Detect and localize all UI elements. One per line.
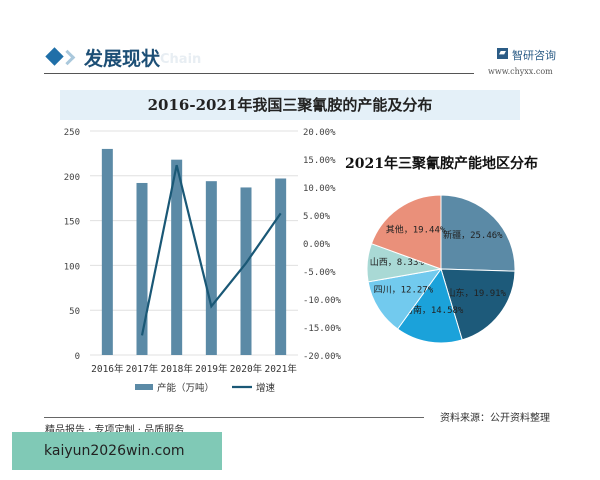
footer-divider (44, 417, 424, 418)
bar (171, 159, 183, 355)
legend-line-label: 增速 (256, 382, 276, 394)
left-tick-label: 100 (64, 262, 80, 272)
logo-url: www.chyxx.com (488, 67, 553, 76)
pie-slice (396, 267, 463, 344)
x-tick-label: 2021年 (264, 363, 297, 375)
chart-banner-title: 2016-2021年我国三聚氰胺的产能及分布 (60, 90, 520, 120)
right-tick-label: 10.00% (303, 184, 336, 194)
x-tick-label: 2020年 (230, 363, 263, 375)
right-tick-label: -20.00% (303, 352, 342, 362)
left-tick-label: 200 (64, 173, 80, 183)
right-tick-label: 5.00% (303, 212, 331, 222)
bar (136, 182, 148, 355)
source-note: 资料来源：公开资料整理 (440, 413, 550, 424)
left-tick-label: 0 (75, 352, 80, 362)
right-tick-label: 0.00% (303, 240, 331, 250)
pie-label: 四川，12.27% (374, 286, 434, 296)
pie-label: 其他，19.44% (386, 224, 446, 236)
pie-slice (440, 194, 516, 272)
bar (275, 178, 287, 355)
pie-label: 河南，14.58% (404, 304, 464, 316)
section-title: 发展现状 (84, 48, 161, 70)
watermark-box: kaiyun2026win.com (12, 432, 222, 470)
pie-label: 山西，8.33% (370, 257, 425, 268)
pie-title: 2021年三聚氰胺产能地区分布 (345, 156, 538, 172)
right-tick-label: -5.00% (303, 268, 336, 278)
x-tick-label: 2018年 (160, 363, 193, 375)
right-tick-label: -10.00% (303, 296, 342, 306)
legend-bar-swatch (135, 384, 153, 390)
left-tick-label: 150 (64, 218, 80, 228)
footer-slogan: 精品报告 · 专项定制 · 品质服务 (45, 425, 185, 436)
right-tick-label: 20.00% (303, 128, 336, 138)
legend-bar-label: 产能（万吨） (157, 382, 214, 394)
logo-name: 智研咨询 (512, 49, 556, 62)
x-tick-label: 2019年 (195, 363, 228, 375)
logo-icon: ▰ (497, 48, 508, 59)
ghost-text: Chain (160, 52, 202, 67)
right-tick-label: 15.00% (303, 156, 336, 166)
bar (101, 148, 113, 355)
right-tick-label: -15.00% (303, 324, 342, 334)
left-tick-label: 50 (69, 307, 80, 317)
x-tick-label: 2017年 (126, 363, 159, 375)
header-divider (44, 73, 474, 74)
pie-label: 新疆，25.46% (443, 229, 503, 241)
pie-label: 山东，19.91% (446, 287, 506, 299)
x-tick-label: 2016年 (91, 363, 124, 375)
pie-slice (370, 194, 442, 270)
left-tick-label: 250 (64, 128, 80, 138)
bar (240, 187, 252, 355)
pie-slice (440, 268, 516, 341)
bar (205, 181, 217, 355)
